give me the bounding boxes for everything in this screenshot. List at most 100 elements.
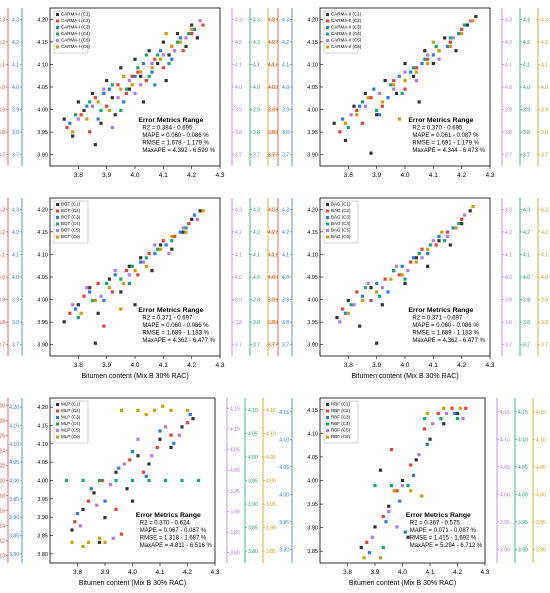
- data-point: [90, 91, 95, 96]
- data-point: [389, 277, 393, 281]
- secondary-axis-label: 3.9: [268, 298, 275, 304]
- data-point: [363, 104, 367, 108]
- data-point: [442, 406, 446, 410]
- data-point: [73, 520, 77, 524]
- secondary-axis-label: 4.15: [230, 406, 240, 412]
- data-point: [65, 125, 69, 130]
- secondary-axis-label: 3.7: [282, 153, 289, 159]
- secondary-axis-label: 4.00: [518, 492, 528, 498]
- data-point: [71, 130, 75, 134]
- secondary-axis-label: 3.8: [235, 320, 242, 326]
- x-tick-label: 3.9: [372, 172, 381, 179]
- secondary-axis-label: 4.022: [0, 464, 5, 470]
- data-point: [153, 57, 157, 61]
- legend: MLP (C1)MLP (C2) MLP (C3)MLP (C4) MLP (C5)…: [53, 400, 89, 444]
- data-point: [85, 104, 89, 108]
- data-point: [64, 478, 69, 483]
- data-point: [119, 290, 123, 294]
- data-point: [73, 113, 78, 117]
- secondary-axis-label: 3.7: [505, 153, 512, 159]
- data-point: [113, 268, 117, 273]
- x-tick-label: 4.2: [187, 172, 196, 179]
- secondary-axis-label: 4.15: [518, 410, 528, 416]
- secondary-axis-label: 4.10: [230, 427, 240, 433]
- data-point: [164, 243, 168, 247]
- secondary-axis-label: 3.9: [268, 108, 275, 114]
- series-c4: [349, 222, 461, 307]
- data-point: [107, 277, 112, 281]
- x-tick-label: 4.1: [159, 172, 168, 179]
- y-tick-label: 3.95: [307, 320, 318, 326]
- data-point: [184, 36, 188, 40]
- annotation-line: RMSE = 1.415 - 1.692 %: [410, 535, 477, 541]
- legend-label: CARMA-I (C4): [61, 31, 91, 36]
- data-point: [119, 307, 123, 311]
- data-point: [403, 87, 407, 91]
- data-point: [372, 87, 376, 91]
- data-point: [170, 44, 174, 49]
- secondary-axis-label: 4.3: [271, 207, 278, 213]
- secondary-axis-label: 4.3: [0, 207, 5, 213]
- secondary-axis-label: 3.8: [268, 130, 275, 136]
- data-point: [358, 104, 362, 108]
- legend-label: BAG (C5): [331, 228, 351, 233]
- data-point: [474, 14, 478, 19]
- data-point: [81, 478, 85, 483]
- data-point: [398, 499, 402, 503]
- annotation-line: RMSE = 1.689 - 1.183 %: [142, 330, 209, 336]
- x-tick-label: 4.0: [398, 569, 407, 576]
- secondary-axis-label: 4.1: [271, 252, 278, 258]
- series-c2: [341, 217, 464, 311]
- data-point: [184, 230, 188, 234]
- data-point: [144, 53, 148, 57]
- secondary-axis-label: 4.2: [541, 230, 548, 236]
- secondary-axis-label: 3.7: [282, 343, 289, 349]
- data-point: [175, 40, 180, 44]
- x-tick-label: 4.2: [187, 362, 196, 369]
- data-point: [86, 499, 91, 503]
- legend-label: MLP (C3): [61, 415, 81, 420]
- data-point: [423, 49, 427, 53]
- legend-box: [53, 10, 89, 54]
- legend-swatch: [56, 32, 59, 36]
- secondary-axis-label: 4.1: [268, 62, 275, 68]
- data-point: [201, 209, 205, 213]
- x-tick-label: 4.3: [215, 172, 224, 179]
- data-point: [192, 213, 197, 217]
- secondary-axis-label: 3.95: [500, 520, 510, 526]
- secondary-axis-label: 3.9: [12, 298, 19, 304]
- data-point: [178, 230, 182, 234]
- data-point: [113, 273, 117, 277]
- secondary-axis-label: 3.95: [266, 502, 276, 508]
- data-point: [460, 217, 464, 221]
- data-point: [78, 524, 82, 528]
- data-point: [373, 484, 377, 488]
- data-point: [397, 117, 401, 121]
- annotation-line: MAPE = 0.060 - 0.086 %: [412, 323, 479, 329]
- secondary-axis-label: 4.1: [523, 252, 530, 258]
- data-point: [358, 324, 362, 328]
- legend-label: MLP (C1): [61, 402, 81, 407]
- secondary-axis-label: 3.90: [500, 547, 510, 553]
- data-point: [82, 108, 86, 113]
- secondary-axis-label: 4.3: [12, 17, 19, 23]
- y-tick-label: 4.20: [307, 207, 318, 213]
- secondary-axis-label: 4.1: [253, 252, 260, 258]
- data-point: [343, 138, 348, 142]
- data-point: [141, 260, 146, 264]
- data-point: [448, 40, 452, 44]
- data-point: [102, 298, 106, 303]
- series-c4: [73, 32, 191, 117]
- secondary-axis-label: 4.3: [235, 207, 242, 213]
- data-point: [161, 53, 165, 57]
- data-point: [431, 239, 435, 243]
- annotation-title: Error Metrics Range: [408, 117, 473, 124]
- data-point: [420, 494, 424, 498]
- data-point: [455, 417, 460, 421]
- secondary-axis-label: 4.00: [279, 492, 289, 498]
- series-c5: [338, 213, 467, 324]
- secondary-axis-label: 3.85: [9, 534, 19, 540]
- data-point: [76, 315, 80, 320]
